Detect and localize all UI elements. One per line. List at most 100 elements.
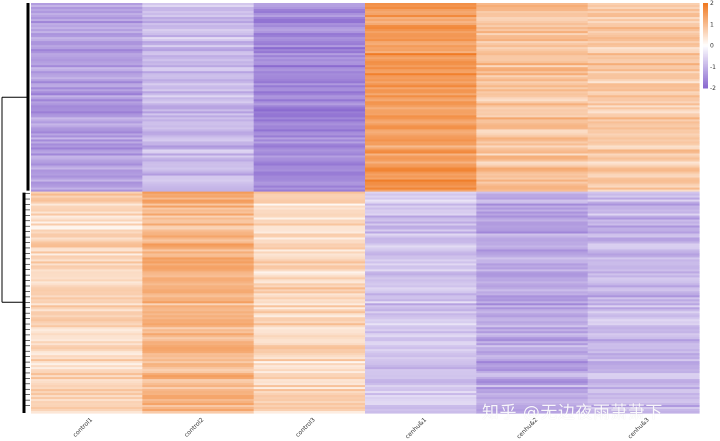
heatmap-cell — [587, 119, 700, 122]
heatmap-cell — [365, 223, 477, 227]
heatmap-cell — [587, 9, 700, 12]
heatmap-cell — [31, 317, 143, 320]
heatmap-cell — [253, 211, 366, 215]
heatmap-cell — [142, 323, 255, 326]
heatmap-cell — [253, 97, 366, 100]
heatmap-cell — [253, 279, 366, 282]
heatmap-cell — [31, 97, 143, 100]
heatmap-cell — [142, 265, 255, 268]
heatmap-cell — [476, 391, 589, 394]
legend-swatch — [703, 45, 708, 48]
heatmap-cell — [476, 149, 589, 153]
heatmap-cell — [31, 147, 143, 151]
heatmap-cell — [253, 273, 366, 276]
heatmap-cell — [31, 129, 143, 133]
heatmap-cell — [253, 31, 366, 34]
heatmap-cell — [587, 301, 700, 304]
heatmap-cell — [142, 185, 255, 189]
heatmap-cell — [365, 65, 477, 68]
heatmap-cell — [142, 381, 255, 384]
heatmap-cell — [365, 87, 477, 90]
heatmap-cell — [365, 171, 477, 175]
heatmap-cell — [476, 145, 589, 149]
legend-swatch — [703, 71, 708, 73]
heatmap-cell — [31, 107, 143, 110]
heatmap-cell — [31, 17, 143, 20]
heatmap-cell — [142, 211, 255, 215]
heatmap-cell — [587, 123, 700, 126]
legend-swatch — [703, 24, 708, 27]
heatmap-cell — [31, 329, 143, 332]
heatmap-cell — [31, 59, 143, 62]
heatmap-cell — [142, 45, 255, 48]
heatmap-cell — [587, 107, 700, 110]
heatmap-cell — [31, 133, 143, 137]
heatmap-cell — [365, 61, 477, 64]
heatmap-cell — [253, 17, 366, 20]
heatmap-cell — [587, 95, 700, 98]
heatmap-cell — [142, 237, 255, 241]
heatmap-cell — [253, 139, 366, 143]
heatmap-cell — [365, 353, 477, 356]
heatmap-cell — [253, 411, 366, 414]
heatmap-cell — [365, 337, 477, 340]
heatmap-cell — [587, 273, 700, 276]
heatmap-cell — [142, 389, 255, 392]
heatmap-cell — [476, 59, 589, 62]
heatmap-cell — [587, 57, 700, 60]
heatmap-cell — [365, 29, 477, 32]
heatmap-cell — [476, 281, 589, 284]
heatmap-cell — [587, 237, 700, 241]
heatmap-cell — [253, 141, 366, 145]
heatmap-cell — [587, 21, 700, 24]
heatmap-cell — [365, 369, 477, 372]
heatmap-cell — [476, 193, 589, 197]
heatmap-cell — [253, 119, 366, 122]
heatmap-cell — [31, 39, 143, 42]
heatmap-cell — [365, 401, 477, 404]
heatmap-cell — [365, 131, 477, 135]
heatmap-cell — [31, 407, 143, 410]
heatmap-cell — [253, 197, 366, 201]
heatmap-cell — [142, 273, 255, 276]
heatmap-cell — [365, 411, 477, 414]
legend-swatch — [703, 11, 708, 14]
heatmap-cell — [253, 161, 366, 165]
heatmap-cell — [253, 195, 366, 199]
heatmap-cell — [253, 389, 366, 392]
heatmap-cell — [142, 23, 255, 26]
heatmap-cell — [142, 255, 255, 259]
heatmap-cell — [365, 195, 477, 199]
heatmap-cell — [142, 247, 255, 251]
heatmap-cell — [253, 385, 366, 388]
heatmap-cell — [142, 361, 255, 364]
heatmap-cell — [253, 407, 366, 410]
heatmap-cell — [142, 279, 255, 282]
heatmap-cell — [253, 297, 366, 300]
heatmap-cell — [253, 147, 366, 151]
heatmap-cell — [31, 49, 143, 52]
heatmap-cell — [253, 137, 366, 141]
heatmap-cell — [31, 371, 143, 374]
heatmap-cell — [253, 223, 366, 227]
heatmap-cell — [365, 409, 477, 412]
heatmap-cell — [476, 179, 589, 183]
heatmap-cell — [587, 175, 700, 179]
heatmap-cell — [253, 3, 366, 6]
heatmap-cell — [476, 365, 589, 368]
heatmap-cell — [253, 357, 366, 360]
heatmap-cell — [142, 187, 255, 191]
heatmap-cell — [587, 407, 700, 410]
heatmap-cell — [587, 51, 700, 54]
heatmap-cell — [31, 13, 143, 16]
heatmap-cell — [253, 331, 366, 334]
heatmap-cell — [142, 259, 255, 263]
heatmap-cell — [476, 17, 589, 20]
heatmap-cell — [253, 131, 366, 135]
heatmap-cell — [142, 9, 255, 12]
heatmap-cell — [253, 235, 366, 239]
heatmap-cell — [587, 383, 700, 386]
heatmap-cell — [365, 221, 477, 225]
heatmap-cell — [142, 29, 255, 32]
heatmap-cell — [253, 241, 366, 245]
